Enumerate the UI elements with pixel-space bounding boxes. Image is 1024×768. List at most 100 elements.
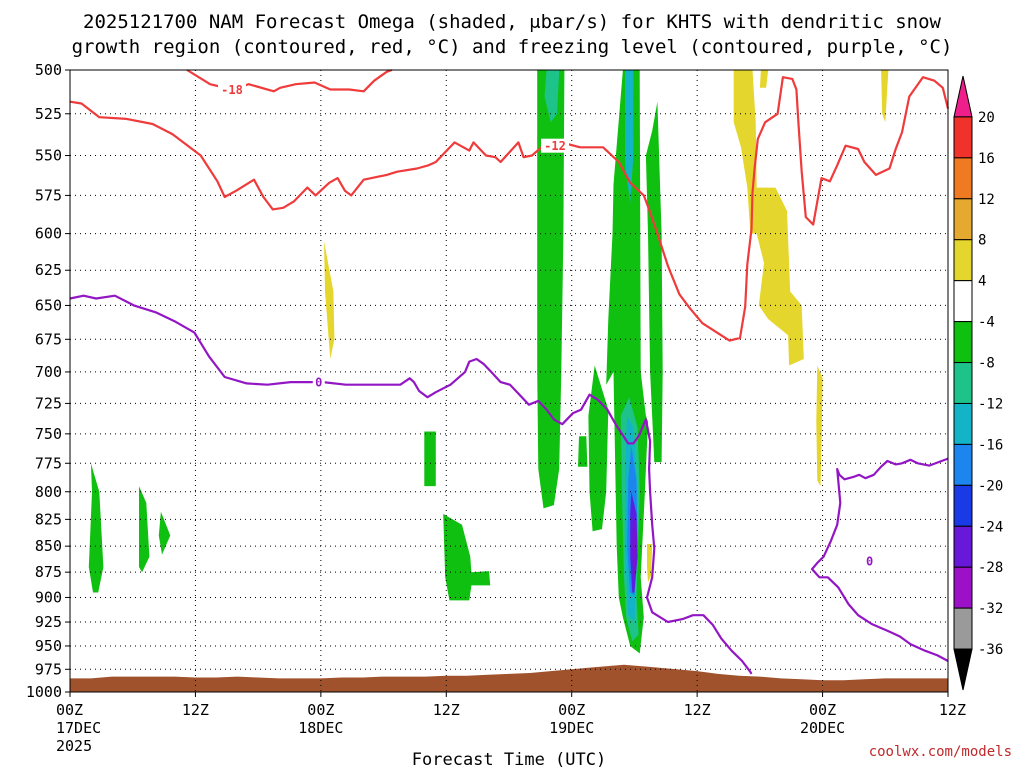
omega-region-5 bbox=[537, 70, 565, 509]
colorbar-label-9: -20 bbox=[978, 478, 1003, 494]
x-tick-label-36: 12Z bbox=[433, 701, 460, 719]
y-tick-label-1000: 1000 bbox=[26, 683, 62, 701]
chart-title-line-1: 2025121700 NAM Forecast Omega (shaded, μ… bbox=[83, 11, 941, 33]
purple-contour-label-1: 0 bbox=[866, 554, 873, 568]
x-tick-label-48: 00Z bbox=[558, 701, 585, 719]
freezing-level-contours bbox=[69, 294, 949, 675]
purple-contour-label-bg-0 bbox=[312, 375, 325, 390]
colorbar-swatch-9 bbox=[953, 443, 973, 486]
colorbar-label-8: -16 bbox=[978, 437, 1003, 453]
omega-region-9 bbox=[645, 101, 663, 463]
omega-region-17 bbox=[324, 241, 335, 359]
omega-region-16 bbox=[632, 513, 637, 578]
y-tick-label-750: 750 bbox=[35, 425, 62, 443]
x-tick-label-60: 12Z bbox=[684, 701, 711, 719]
colorbar-label-6: -8 bbox=[978, 356, 995, 372]
y-tick-label-525: 525 bbox=[35, 105, 62, 123]
omega-region-22 bbox=[881, 70, 889, 123]
omega-region-21 bbox=[816, 365, 823, 487]
credit-text: coolwx.com/models bbox=[869, 744, 1012, 760]
red-contour-label-0: -18 bbox=[221, 83, 243, 97]
omega-shading bbox=[88, 70, 889, 654]
y-tick-label-900: 900 bbox=[35, 588, 62, 606]
x-tick-year-0: 2025 bbox=[56, 737, 92, 755]
x-tick-label-12: 12Z bbox=[182, 701, 209, 719]
red-contour-label-bg-1 bbox=[540, 138, 569, 153]
purple-contour-line-0 bbox=[69, 294, 753, 675]
red-contour-line-0 bbox=[186, 68, 393, 93]
colorbar-swatch-13 bbox=[953, 607, 973, 650]
omega-region-12 bbox=[625, 70, 634, 204]
colorbar-swatch-14 bbox=[953, 648, 973, 691]
y-tick-label-850: 850 bbox=[35, 537, 62, 555]
y-tick-label-925: 925 bbox=[35, 613, 62, 631]
colorbar-swatch-12 bbox=[953, 566, 973, 609]
colorbar-swatch-5 bbox=[953, 280, 973, 323]
y-tick-label-675: 675 bbox=[35, 330, 62, 348]
x-tick-label-72: 00Z bbox=[809, 701, 836, 719]
y-tick-label-775: 775 bbox=[35, 454, 62, 472]
purple-contour-line-1 bbox=[810, 457, 949, 662]
x-tick-date-48: 19DEC bbox=[549, 719, 594, 737]
colorbar-swatch-7 bbox=[953, 362, 973, 404]
colorbar-label-13: -36 bbox=[978, 642, 1003, 658]
colorbar-swatch-3 bbox=[953, 198, 973, 241]
colorbar-swatch-0 bbox=[953, 75, 973, 118]
colorbar-swatch-10 bbox=[953, 484, 973, 527]
colorbar-label-4: 4 bbox=[978, 274, 986, 290]
plot-frame bbox=[69, 69, 949, 693]
colorbar-swatch-11 bbox=[953, 525, 973, 568]
colorbar-label-11: -28 bbox=[978, 560, 1003, 576]
x-tick-label-24: 00Z bbox=[307, 701, 334, 719]
y-tick-label-625: 625 bbox=[35, 261, 62, 279]
y-tick-label-725: 725 bbox=[35, 394, 62, 412]
chart-title-line-2: growth region (contoured, red, °C) and f… bbox=[72, 36, 953, 58]
x-tick-date-24: 18DEC bbox=[298, 719, 343, 737]
y-tick-label-800: 800 bbox=[35, 483, 62, 501]
omega-region-19 bbox=[733, 70, 804, 366]
omega-region-20 bbox=[759, 70, 769, 88]
x-tick-label-0: 00Z bbox=[56, 701, 83, 719]
colorbar-swatch-1 bbox=[953, 116, 973, 159]
red-contour-line-1 bbox=[69, 76, 950, 342]
colorbar-label-2: 12 bbox=[978, 192, 995, 208]
omega-region-4 bbox=[443, 513, 491, 601]
y-tick-label-550: 550 bbox=[35, 147, 62, 165]
y-tick-label-950: 950 bbox=[35, 637, 62, 655]
contour-labels: -18 -12 0 0 bbox=[218, 82, 876, 568]
purple-contour-label-0: 0 bbox=[315, 376, 322, 390]
omega-region-18 bbox=[647, 544, 653, 583]
dgz-temperature-contours bbox=[69, 68, 950, 342]
colorbar-label-12: -32 bbox=[978, 601, 1003, 617]
colorbar-label-10: -24 bbox=[978, 519, 1003, 535]
color-scale-bar: 20 16 12 8 4 -4 -8 -12 -16 -20 -24 -28 -32 -36 bbox=[953, 75, 1003, 691]
omega-region-7 bbox=[588, 365, 609, 532]
grid-lines bbox=[70, 70, 948, 692]
y-tick-label-875: 875 bbox=[35, 563, 62, 581]
colorbar-swatch-6 bbox=[953, 321, 973, 364]
colorbar-swatch-2 bbox=[953, 157, 973, 200]
y-axis-pressure-ticks: 500 525 550 575 600 625 650 675 700 725 750 775 800 8… bbox=[26, 61, 70, 701]
colorbar-label-7: -12 bbox=[978, 396, 1003, 412]
omega-region-2 bbox=[158, 511, 171, 555]
omega-region-1 bbox=[139, 486, 150, 573]
x-tick-date-72: 20DEC bbox=[800, 719, 845, 737]
x-axis-label: Forecast Time (UTC) bbox=[412, 750, 606, 768]
red-contour-label-1: -12 bbox=[544, 139, 566, 153]
colorbar-swatch-8 bbox=[953, 402, 973, 445]
colorbar-label-1: 16 bbox=[978, 151, 995, 167]
y-tick-label-500: 500 bbox=[35, 61, 62, 79]
omega-region-0 bbox=[88, 463, 104, 593]
colorbar-label-5: -4 bbox=[978, 315, 995, 331]
x-tick-date-0: 17DEC bbox=[56, 719, 101, 737]
omega-region-10 bbox=[544, 70, 560, 123]
y-tick-label-575: 575 bbox=[35, 186, 62, 204]
colorbar-swatch-4 bbox=[953, 239, 973, 282]
colorbar-label-3: 8 bbox=[978, 233, 986, 249]
omega-region-6 bbox=[578, 436, 588, 467]
y-tick-label-650: 650 bbox=[35, 296, 62, 314]
y-tick-label-975: 975 bbox=[35, 660, 62, 678]
y-tick-label-600: 600 bbox=[35, 225, 62, 243]
